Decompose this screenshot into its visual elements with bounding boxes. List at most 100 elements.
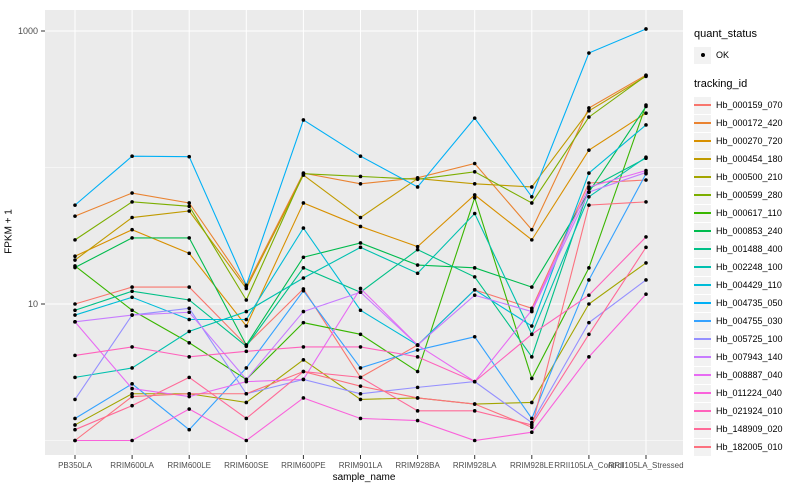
data-point — [301, 309, 306, 314]
series-color-key — [694, 312, 711, 330]
series-color-key — [694, 222, 711, 240]
data-point — [301, 266, 306, 270]
legend-item-label: OK — [716, 50, 730, 60]
legend-item-label: Hb_000599_280 — [716, 190, 783, 200]
series-line-icon — [694, 230, 711, 232]
data-point — [301, 377, 306, 382]
legend-item-ok: OK — [694, 46, 798, 64]
series-line-icon — [694, 320, 711, 322]
legend-item-label: Hb_007943_140 — [716, 352, 783, 362]
x-tick-label: RRIM600PE — [281, 461, 325, 470]
data-point — [358, 181, 363, 186]
x-tick-label: RRII105LA_Control — [554, 461, 624, 470]
legend-item-label: Hb_011224_040 — [716, 388, 782, 398]
data-point — [187, 154, 191, 159]
legend-item-Hb_000500_210: Hb_000500_210 — [694, 168, 798, 186]
ok-point-key — [694, 46, 711, 64]
series-color-key — [694, 114, 711, 132]
data-point — [244, 416, 249, 421]
data-point — [244, 400, 249, 405]
data-point — [415, 185, 420, 189]
data-point — [130, 394, 134, 399]
data-point — [530, 332, 534, 337]
data-point — [130, 295, 134, 300]
data-point — [644, 292, 648, 296]
data-point — [73, 416, 77, 421]
data-point — [358, 245, 363, 250]
legend-item-Hb_004429_110: Hb_004429_110 — [694, 276, 798, 294]
data-point — [301, 255, 306, 260]
data-point — [472, 170, 477, 174]
data-point — [130, 382, 134, 386]
legend-item-Hb_148909_020: Hb_148909_020 — [694, 420, 798, 438]
data-point — [472, 116, 477, 120]
y-axis-title: FPKM + 1 — [3, 209, 15, 254]
data-point — [472, 275, 477, 279]
legend-item-label: Hb_000172_420 — [716, 118, 783, 128]
data-point — [587, 278, 591, 282]
data-point — [187, 236, 191, 240]
legend-item-label: Hb_000270_720 — [716, 136, 783, 146]
data-point — [358, 308, 363, 313]
data-point — [187, 310, 191, 315]
data-point — [130, 236, 134, 240]
data-point — [587, 190, 591, 194]
data-point — [244, 317, 249, 322]
series-line-icon — [694, 356, 711, 358]
legend-item-Hb_000617_110: Hb_000617_110 — [694, 204, 798, 222]
series-line-icon — [694, 428, 711, 430]
data-point — [130, 200, 134, 204]
data-point — [73, 427, 77, 432]
data-point — [130, 391, 134, 396]
data-point — [472, 193, 477, 197]
y-tick-label: 10 — [28, 299, 38, 309]
data-point — [187, 209, 191, 213]
data-point — [644, 123, 648, 127]
legend-item-label: Hb_004735_050 — [716, 298, 783, 308]
data-point — [130, 289, 134, 294]
data-point — [187, 317, 191, 322]
data-point — [130, 308, 134, 313]
data-point — [644, 245, 648, 250]
data-point — [73, 238, 77, 242]
data-point — [415, 369, 420, 374]
data-point — [415, 247, 420, 252]
data-point — [187, 391, 191, 396]
data-point — [187, 306, 191, 311]
data-point — [358, 174, 363, 179]
series-line-icon — [694, 284, 711, 286]
x-tick-label: RRIM600LE — [167, 461, 211, 470]
data-point — [644, 261, 648, 265]
data-point — [587, 320, 591, 325]
legend-item-Hb_001488_400: Hb_001488_400 — [694, 240, 798, 258]
data-point — [73, 214, 77, 218]
legend-item-label: Hb_004429_110 — [716, 280, 782, 290]
legend-quant-status: quant_status OK — [694, 28, 798, 64]
series-color-key — [694, 276, 711, 294]
series-color-key — [694, 294, 711, 312]
data-point — [587, 203, 591, 207]
data-point — [187, 204, 191, 209]
x-tick-label: RRII105LA_Stressed — [608, 461, 683, 470]
legend-item-Hb_000853_240: Hb_000853_240 — [694, 222, 798, 240]
series-color-key — [694, 420, 711, 438]
data-point — [415, 343, 420, 347]
data-point — [358, 154, 363, 158]
y-tick-label: 1000 — [18, 26, 38, 36]
data-point — [587, 51, 591, 55]
data-point — [587, 148, 591, 152]
data-point — [130, 191, 134, 195]
data-point — [244, 286, 249, 291]
data-point — [358, 241, 363, 245]
data-point — [587, 293, 591, 298]
data-point — [244, 391, 249, 396]
data-point — [587, 181, 591, 185]
data-point — [415, 348, 420, 352]
legend-item-label: Hb_148909_020 — [716, 424, 783, 434]
black-point-icon — [700, 53, 705, 57]
data-point — [530, 324, 534, 328]
data-point — [587, 185, 591, 189]
legend-tracking-items: Hb_000159_070 Hb_000172_420 Hb_000270_720 H… — [694, 96, 798, 456]
data-point — [187, 407, 191, 411]
